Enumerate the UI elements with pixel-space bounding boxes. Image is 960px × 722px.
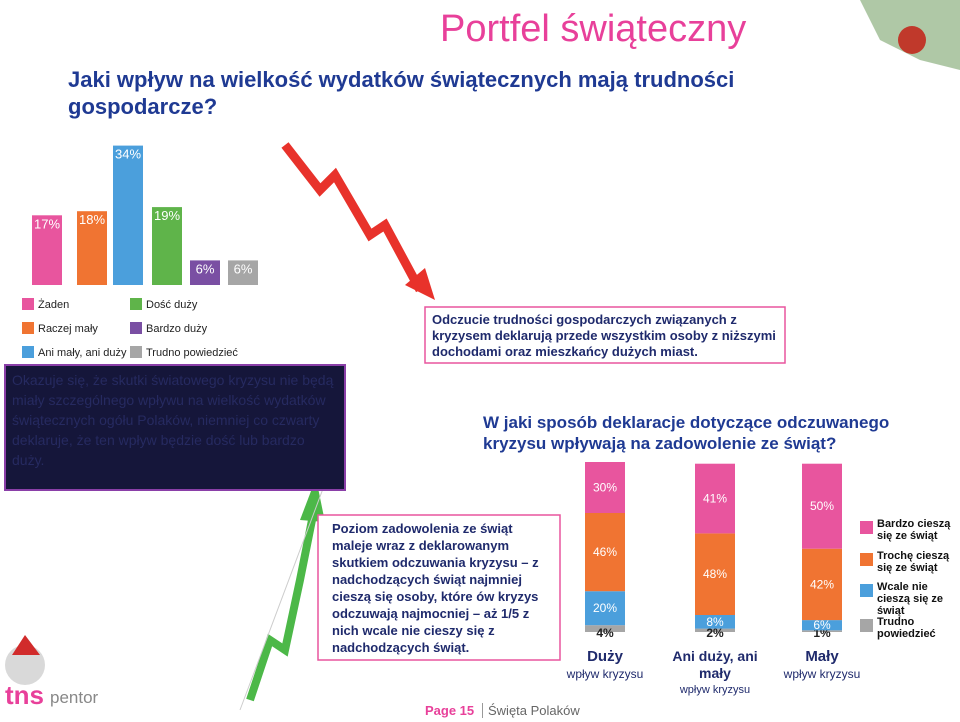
decoration	[5, 0, 960, 711]
footer: Święta Polaków	[482, 703, 580, 718]
value-label: 6%	[234, 261, 253, 276]
bar-segment	[695, 615, 735, 629]
legend-label: Żaden	[38, 298, 69, 311]
bar	[228, 260, 258, 285]
bar-segment	[695, 463, 735, 534]
legend-swatch	[860, 553, 873, 566]
bar-segment	[585, 625, 625, 632]
value-label: 6%	[813, 618, 831, 632]
note: Odczucie trudności gospodarczych związan…	[432, 312, 776, 359]
value-label: 6%	[196, 261, 215, 276]
logo: pentor	[50, 688, 99, 707]
title: Portfel świąteczny	[440, 8, 747, 50]
legend-label: Trudno powiedzieć	[146, 347, 238, 359]
value-label: 8%	[706, 615, 724, 629]
question: W jaki sposób deklaracje dotyczące odczu…	[483, 413, 890, 453]
value-label: 34%	[115, 147, 141, 162]
category-label: Ani duży, ani mały	[672, 648, 758, 681]
bar	[113, 145, 143, 285]
summary: Okazuje się, że skutki światowego kryzys…	[12, 372, 334, 468]
question: Jaki wpływ na wielkość wydatków świątecz…	[68, 67, 735, 119]
bar-segment	[802, 548, 842, 621]
bar-segment	[585, 591, 625, 626]
bar	[77, 211, 107, 285]
bar-segment	[802, 630, 842, 632]
value-label: 19%	[154, 208, 180, 223]
legend-swatch	[130, 346, 142, 358]
bar-segment	[695, 628, 735, 632]
text-box	[4, 364, 346, 491]
logo: tns	[5, 680, 44, 710]
page-number: Page 15	[425, 703, 475, 718]
value-label: 17%	[34, 216, 60, 231]
legend-label: Trudno powiedzieć	[877, 616, 936, 640]
legend-swatch	[22, 346, 34, 358]
bar	[190, 260, 220, 285]
legend-label: Trochę cieszą się ze świąt	[877, 550, 950, 574]
legend-swatch	[860, 521, 873, 534]
text-box	[424, 306, 786, 364]
value-label: 18%	[79, 212, 105, 227]
value-label: 42%	[810, 577, 834, 591]
value-label: 50%	[810, 499, 834, 513]
bar	[152, 207, 182, 285]
category-note: wpływ kryzysu	[783, 667, 861, 681]
value-label: 20%	[593, 601, 617, 615]
legend-swatch	[860, 584, 873, 597]
note: Poziom zadowolenia ze świąt maleje wraz …	[332, 521, 539, 655]
legend-swatch	[860, 619, 873, 632]
legend-swatch	[130, 298, 142, 310]
bar-segment	[802, 463, 842, 549]
legend-swatch	[22, 322, 34, 334]
category-note: wpływ kryzysu	[566, 667, 644, 681]
value-label: 41%	[703, 492, 727, 506]
bar-segment	[585, 513, 625, 592]
category-note: wpływ kryzysu	[679, 684, 751, 696]
value-label: 30%	[593, 481, 617, 495]
bar-segment	[802, 620, 842, 631]
legend-label: Raczej mały	[38, 323, 98, 335]
value-label: 48%	[703, 567, 727, 581]
category-label: Duży	[587, 648, 623, 665]
legend-swatch	[130, 322, 142, 334]
bar-segment	[585, 462, 625, 513]
value-label: 2%	[706, 626, 724, 640]
legend-swatch	[22, 298, 34, 310]
bar-segment	[695, 533, 735, 615]
legend-label: Bardzo cieszą się ze świąt	[877, 518, 951, 542]
legend-label: Ani mały, ani duży	[38, 347, 127, 359]
value-label: 4%	[596, 626, 614, 640]
value-label: 46%	[593, 545, 617, 559]
category-label: Mały	[805, 648, 839, 665]
legend-label: Wcale nie cieszą się ze świąt	[877, 581, 944, 617]
bar	[32, 215, 62, 285]
legend-label: Dość duży	[146, 299, 198, 311]
legend-label: Bardzo duży	[146, 323, 208, 335]
text-box	[317, 514, 561, 661]
